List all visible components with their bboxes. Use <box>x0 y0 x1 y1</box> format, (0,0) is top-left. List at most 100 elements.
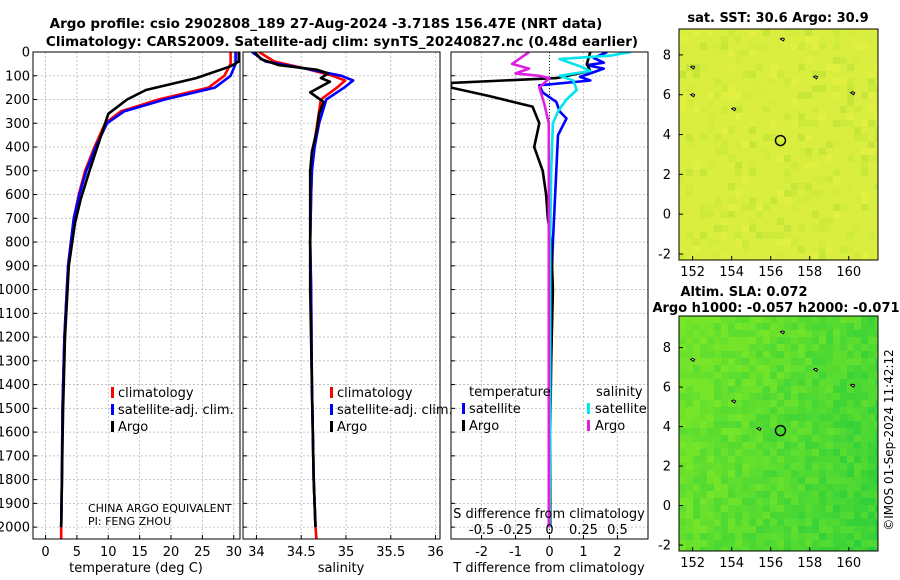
map-cell <box>777 323 784 330</box>
map-cell <box>714 526 721 533</box>
map-cell <box>777 400 784 407</box>
map-cell <box>861 365 868 372</box>
map-cell <box>854 337 861 344</box>
map-cell <box>763 421 770 428</box>
map-cell <box>819 337 826 344</box>
map-cell <box>861 204 868 211</box>
map-cell <box>742 365 749 372</box>
map-cell <box>791 484 798 491</box>
map-cell <box>875 512 878 519</box>
map-cell <box>728 400 735 407</box>
map-cell <box>777 428 784 435</box>
map-cell <box>798 183 805 190</box>
map-cell <box>679 253 686 260</box>
map-cell <box>777 218 784 225</box>
map-cell <box>868 449 875 456</box>
map-cell <box>847 498 854 505</box>
island-outline <box>849 383 856 388</box>
map-cell <box>854 519 861 526</box>
map-cell <box>819 442 826 449</box>
map-cell <box>714 477 721 484</box>
map-cell <box>763 204 770 211</box>
map-cell <box>847 463 854 470</box>
map-cell <box>805 519 812 526</box>
map-cell <box>707 519 714 526</box>
x-tick-label: 160 <box>836 265 861 280</box>
map-cell <box>826 470 833 477</box>
map-cell <box>833 316 840 323</box>
map-cell <box>868 141 875 148</box>
map-cell <box>840 547 847 551</box>
map-cell <box>721 505 728 512</box>
map-cell <box>777 463 784 470</box>
map-cell <box>833 505 840 512</box>
map-cell <box>847 421 854 428</box>
map-cell <box>735 428 742 435</box>
map-cell <box>833 43 840 50</box>
series-group <box>451 52 632 528</box>
map-cell <box>833 470 840 477</box>
map-cell <box>826 379 833 386</box>
map-cell <box>847 365 854 372</box>
map-cell <box>791 533 798 540</box>
map-cell <box>707 400 714 407</box>
map-cell <box>868 484 875 491</box>
map-cell <box>791 400 798 407</box>
y-tick-label: 1700 <box>0 449 30 464</box>
map-cell <box>700 407 707 414</box>
map-cell <box>721 211 728 218</box>
map-cell <box>693 358 700 365</box>
map-cell <box>714 407 721 414</box>
map-cell <box>868 526 875 533</box>
map-cell <box>742 491 749 498</box>
map-cell <box>686 393 693 400</box>
map-cell <box>868 351 875 358</box>
map-cell <box>784 169 791 176</box>
map-cell <box>728 407 735 414</box>
map-cell <box>826 463 833 470</box>
map-cell <box>700 43 707 50</box>
map-cell <box>763 393 770 400</box>
map-cell <box>749 428 756 435</box>
map-cell <box>770 435 777 442</box>
map-cell <box>875 330 878 337</box>
map-cell <box>777 407 784 414</box>
map-cell <box>847 484 854 491</box>
map-cell <box>693 162 700 169</box>
y-tick-label: 1900 <box>0 497 30 512</box>
map-cell <box>735 470 742 477</box>
map-cell <box>728 92 735 99</box>
map-cell <box>735 519 742 526</box>
x-tick-label: 35 <box>338 545 355 560</box>
map-cell <box>721 232 728 239</box>
map-cell <box>714 421 721 428</box>
map-cell <box>763 365 770 372</box>
map-cell <box>728 211 735 218</box>
map-cell <box>721 512 728 519</box>
map-cell <box>812 386 819 393</box>
map-cell <box>735 463 742 470</box>
map-cell <box>805 491 812 498</box>
map-cell <box>840 414 847 421</box>
map-cell <box>819 435 826 442</box>
map-cell <box>784 547 791 551</box>
map-cell <box>826 456 833 463</box>
map-cell <box>791 43 798 50</box>
difference-xlabel-top: S difference from climatology <box>453 507 645 522</box>
map-cell <box>826 407 833 414</box>
y-tick-label: 100 <box>5 69 30 84</box>
map-cell <box>742 449 749 456</box>
map-cell <box>700 484 707 491</box>
y-tick-label: 2000 <box>0 521 30 536</box>
map-cell <box>812 176 819 183</box>
map-cell <box>791 491 798 498</box>
map-cell <box>763 526 770 533</box>
map-cell <box>728 204 735 211</box>
map-cell <box>686 526 693 533</box>
map-cell <box>791 435 798 442</box>
map-cell <box>854 512 861 519</box>
map-cell <box>735 414 742 421</box>
map-cell <box>742 526 749 533</box>
map-cell <box>812 477 819 484</box>
map-cell <box>798 400 805 407</box>
